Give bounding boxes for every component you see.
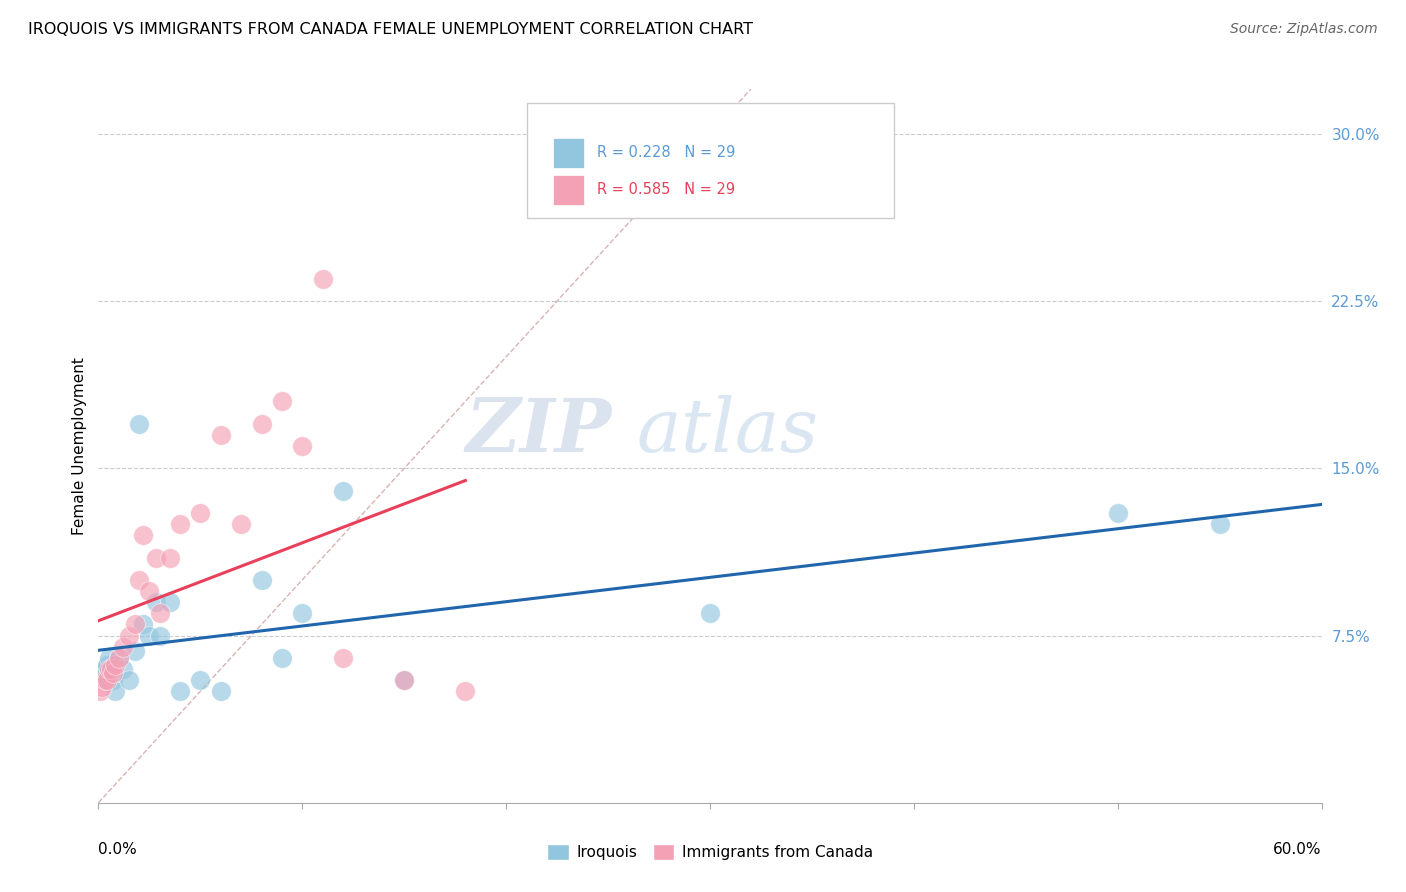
Point [96,673,118,687]
Point [188,673,212,687]
Point [138,628,160,642]
Point [699,607,721,621]
Point [101,673,124,687]
Text: R = 0.228   N = 29: R = 0.228 N = 29 [598,145,735,161]
Point [96,657,118,672]
Point [169,684,191,698]
Point [91,680,114,694]
Point [231,517,253,532]
Point [89,684,111,698]
Point [291,439,314,453]
Point [89,673,111,687]
Bar [554,137,583,168]
Text: IROQUOIS VS IMMIGRANTS FROM CANADA FEMALE UNEMPLOYMENT CORRELATION CHART: IROQUOIS VS IMMIGRANTS FROM CANADA FEMAL… [28,22,754,37]
Point [1107,506,1129,520]
Point [159,550,181,565]
Text: R = 0.585   N = 29: R = 0.585 N = 29 [598,182,735,197]
Point [104,684,127,698]
Point [128,573,150,587]
Text: ZIP: ZIP [465,395,612,468]
Legend: Iroquois, Immigrants from Canada: Iroquois, Immigrants from Canada [541,838,879,866]
Point [111,640,134,654]
Point [104,657,127,672]
Point [93,662,115,676]
Point [188,506,212,520]
Point [124,617,146,632]
Point [312,271,335,285]
Text: 0.0%: 0.0% [98,842,138,857]
Point [101,666,124,681]
Point [118,628,141,642]
Point [100,662,122,676]
Point [145,550,167,565]
Point [454,684,477,698]
Point [1209,517,1232,532]
Point [270,651,294,665]
Point [392,673,416,687]
Bar [554,175,583,205]
Point [100,662,122,676]
Point [159,595,181,609]
Point [169,517,191,532]
Point [128,417,150,431]
Point [209,427,232,442]
Point [132,617,155,632]
Point [149,607,172,621]
Point [108,651,131,665]
Point [332,651,354,665]
Y-axis label: Female Unemployment: Female Unemployment [72,357,87,535]
Point [111,662,134,676]
Point [209,684,232,698]
Point [332,483,354,498]
Point [250,417,273,431]
Point [97,662,120,676]
Point [132,528,155,542]
Text: atlas: atlas [637,395,818,468]
Point [97,651,120,665]
Text: 60.0%: 60.0% [1274,842,1322,857]
Point [108,651,131,665]
Point [392,673,416,687]
Point [291,607,314,621]
Point [124,644,146,658]
Point [93,673,115,687]
Point [145,595,167,609]
Point [91,666,114,681]
Point [270,394,294,409]
Text: Source: ZipAtlas.com: Source: ZipAtlas.com [1230,22,1378,37]
Point [149,628,172,642]
Point [138,583,160,598]
Point [250,573,273,587]
Point [118,673,141,687]
FancyBboxPatch shape [526,103,894,218]
